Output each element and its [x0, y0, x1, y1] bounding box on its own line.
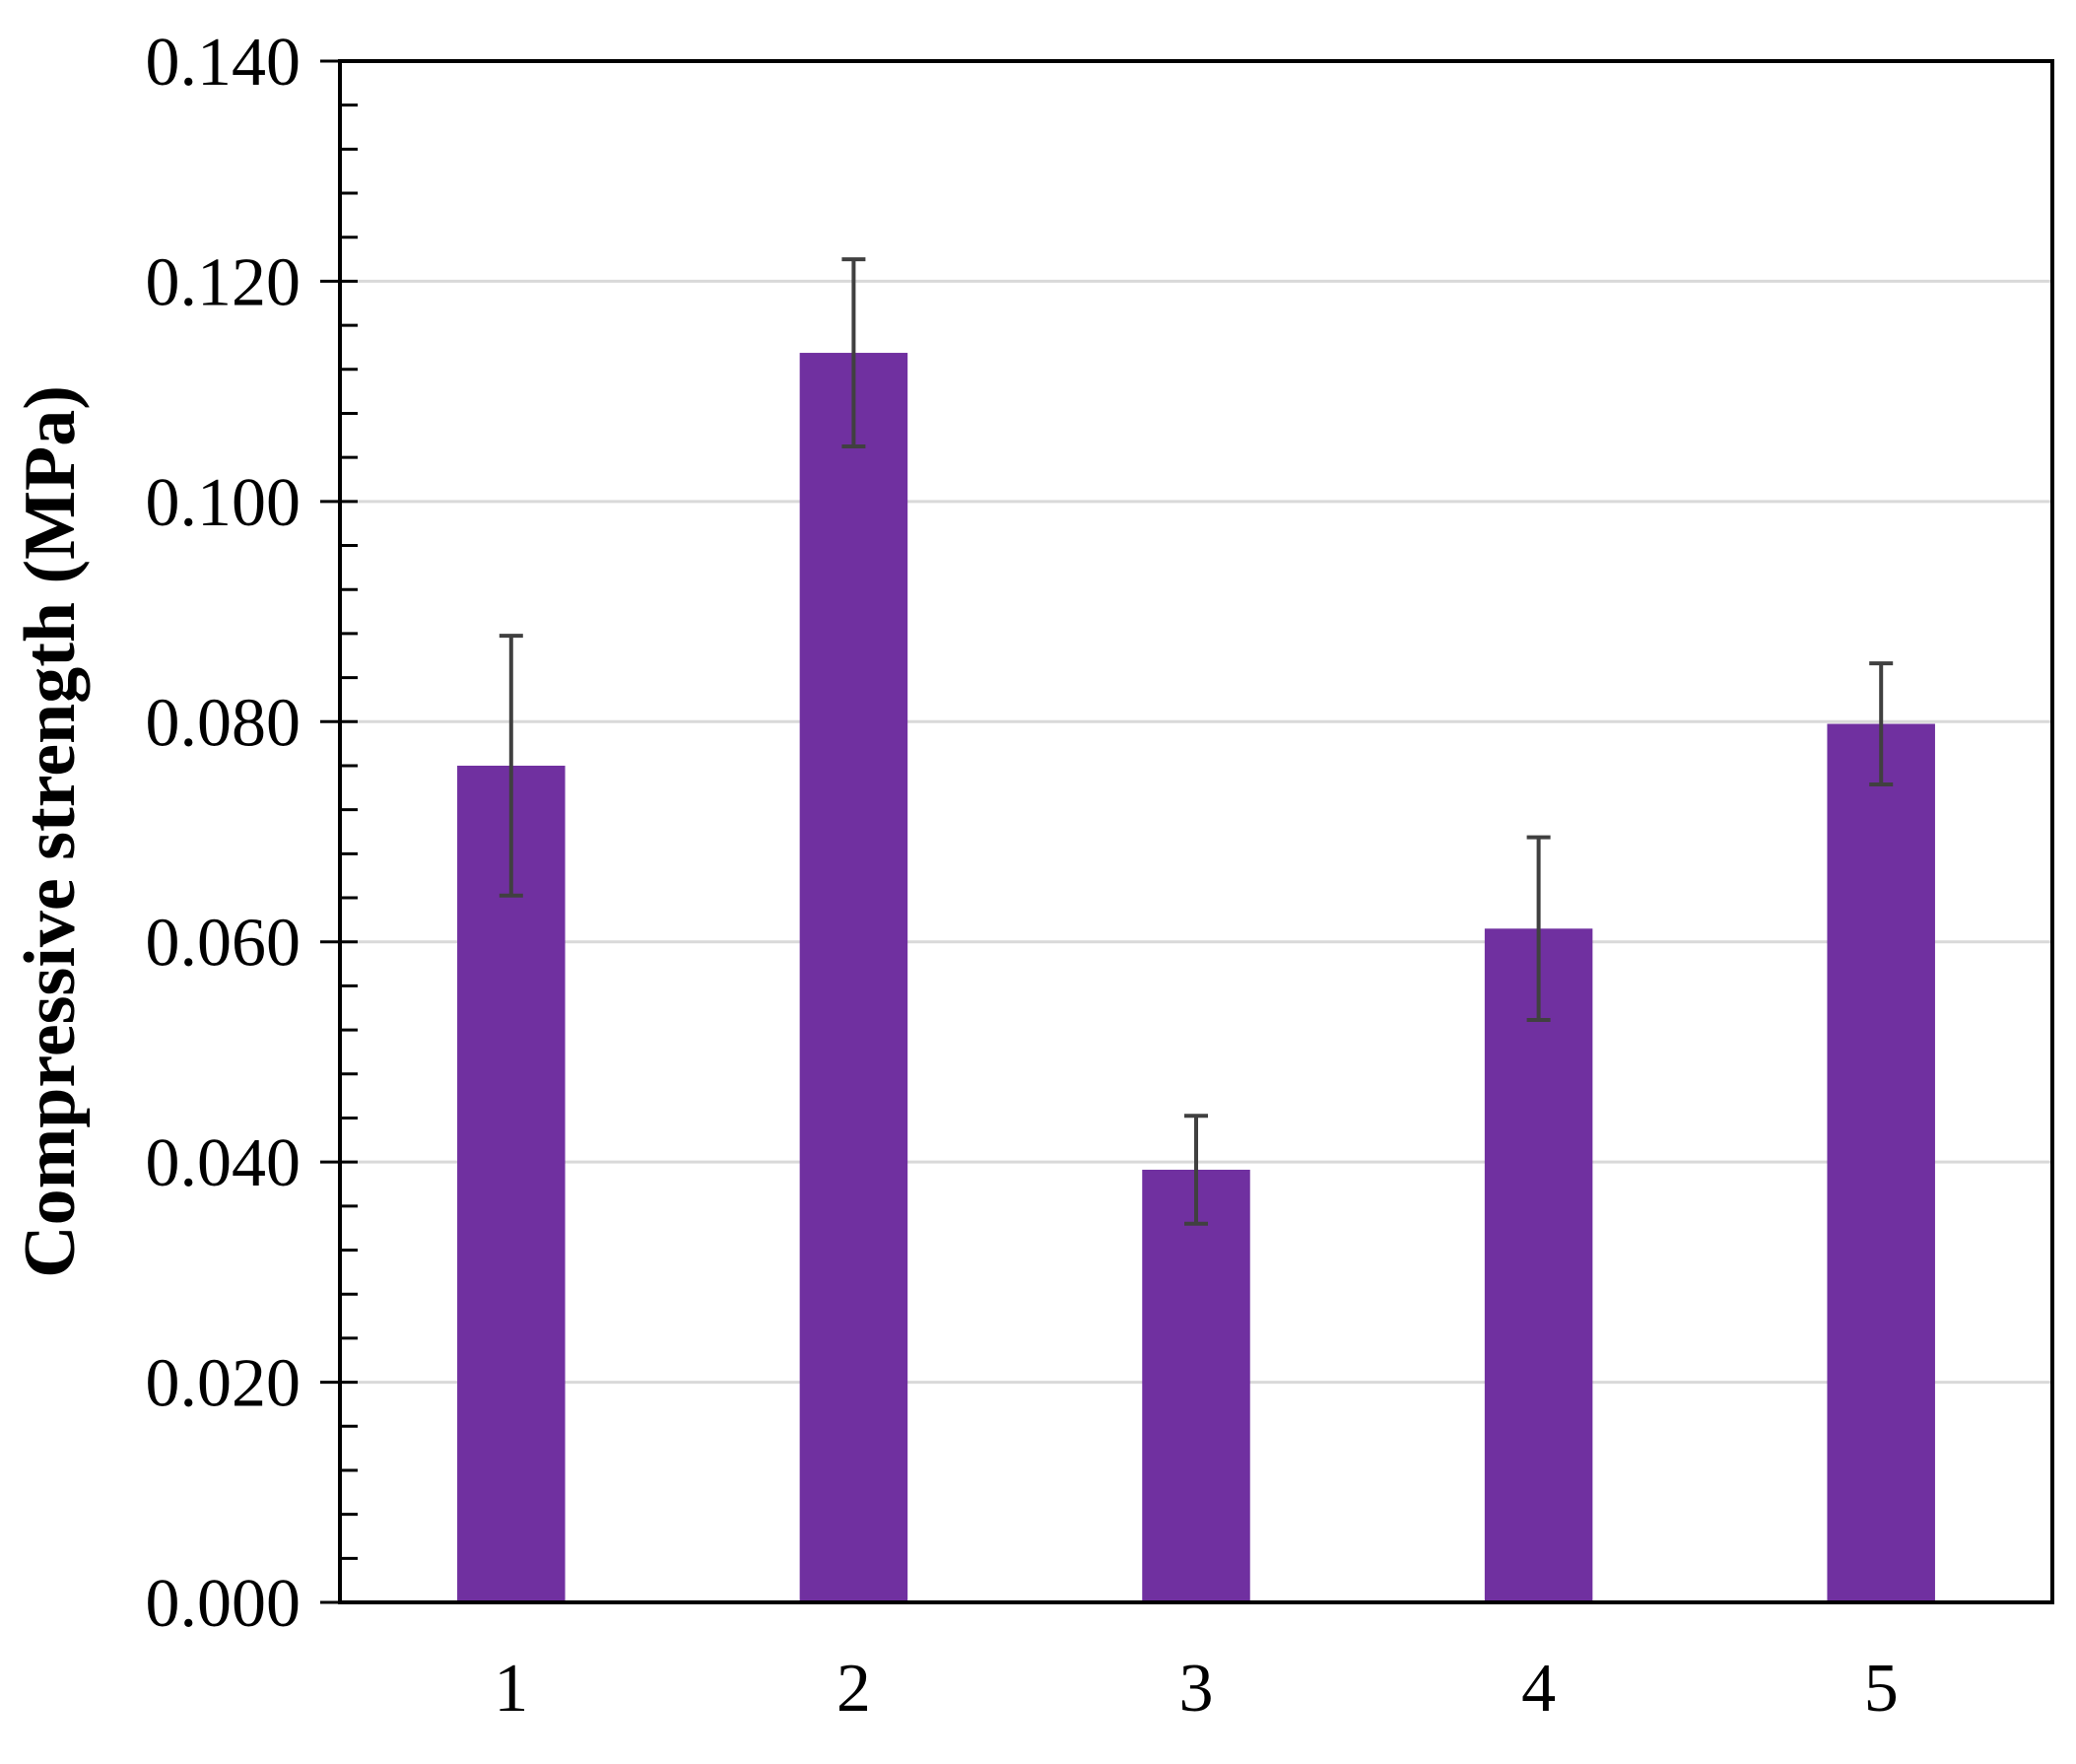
y-tick-label: 0.020	[146, 1346, 301, 1422]
error-bar-5	[1869, 661, 1894, 786]
bar-4	[1484, 928, 1593, 1602]
x-tick-label: 5	[1864, 1651, 1899, 1727]
y-axis-title: Compressive strength (MPa)	[10, 385, 91, 1278]
plot-frame	[338, 59, 2054, 1604]
y-axis-ticks	[320, 59, 358, 1604]
y-tick-labels: 0.000 0.020 0.040 0.060 0.080 0.100 0.120 0.140	[146, 25, 301, 1642]
grid-lines	[340, 279, 2052, 1385]
x-tick-label: 1	[494, 1651, 528, 1727]
error-bar-3	[1184, 1114, 1208, 1226]
error-bar-4	[1526, 835, 1551, 1023]
bar-5	[1827, 723, 1935, 1602]
y-tick-label: 0.120	[146, 244, 301, 320]
bars	[457, 353, 1935, 1602]
bar-1	[457, 765, 566, 1602]
error-bars	[499, 257, 1894, 1226]
y-tick-label: 0.060	[146, 906, 301, 982]
y-tick-label: 0.080	[146, 685, 301, 761]
y-tick-label: 0.040	[146, 1125, 301, 1201]
error-bar-1	[499, 634, 523, 898]
error-bar-2	[841, 257, 866, 448]
bar-3	[1142, 1169, 1250, 1602]
y-tick-label: 0.140	[146, 25, 301, 101]
x-tick-label: 3	[1179, 1651, 1214, 1727]
x-tick-label: 4	[1521, 1651, 1556, 1727]
bar-2	[799, 353, 908, 1602]
y-tick-label: 0.000	[146, 1566, 301, 1642]
y-tick-label: 0.100	[146, 465, 301, 541]
x-tick-label: 2	[837, 1651, 871, 1727]
x-tick-labels: 1 2 3 4 5	[494, 1651, 1898, 1727]
